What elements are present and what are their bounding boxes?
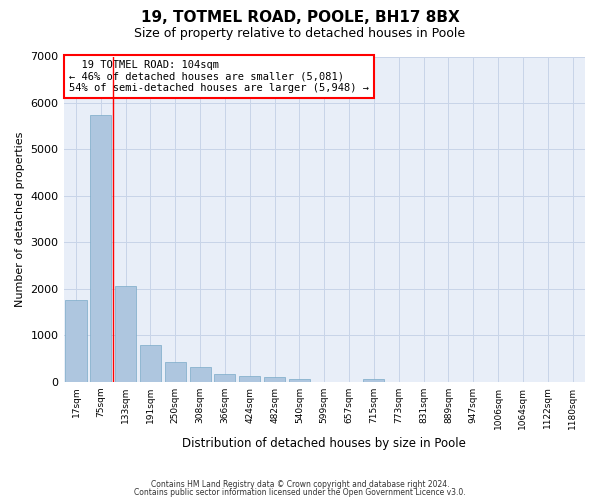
Bar xyxy=(190,368,211,382)
Bar xyxy=(65,300,86,382)
Bar xyxy=(214,374,235,382)
Y-axis label: Number of detached properties: Number of detached properties xyxy=(15,132,25,307)
Text: Contains HM Land Registry data © Crown copyright and database right 2024.: Contains HM Land Registry data © Crown c… xyxy=(151,480,449,489)
Text: Size of property relative to detached houses in Poole: Size of property relative to detached ho… xyxy=(134,28,466,40)
Bar xyxy=(264,378,285,382)
Bar xyxy=(90,114,112,382)
Bar xyxy=(165,362,186,382)
Bar xyxy=(140,344,161,382)
Text: Contains public sector information licensed under the Open Government Licence v3: Contains public sector information licen… xyxy=(134,488,466,497)
Text: 19, TOTMEL ROAD, POOLE, BH17 8BX: 19, TOTMEL ROAD, POOLE, BH17 8BX xyxy=(140,10,460,25)
Bar xyxy=(364,379,385,382)
Bar xyxy=(115,286,136,382)
Bar xyxy=(289,379,310,382)
X-axis label: Distribution of detached houses by size in Poole: Distribution of detached houses by size … xyxy=(182,437,466,450)
Bar xyxy=(239,376,260,382)
Text: 19 TOTMEL ROAD: 104sqm
← 46% of detached houses are smaller (5,081)
54% of semi-: 19 TOTMEL ROAD: 104sqm ← 46% of detached… xyxy=(69,60,369,93)
